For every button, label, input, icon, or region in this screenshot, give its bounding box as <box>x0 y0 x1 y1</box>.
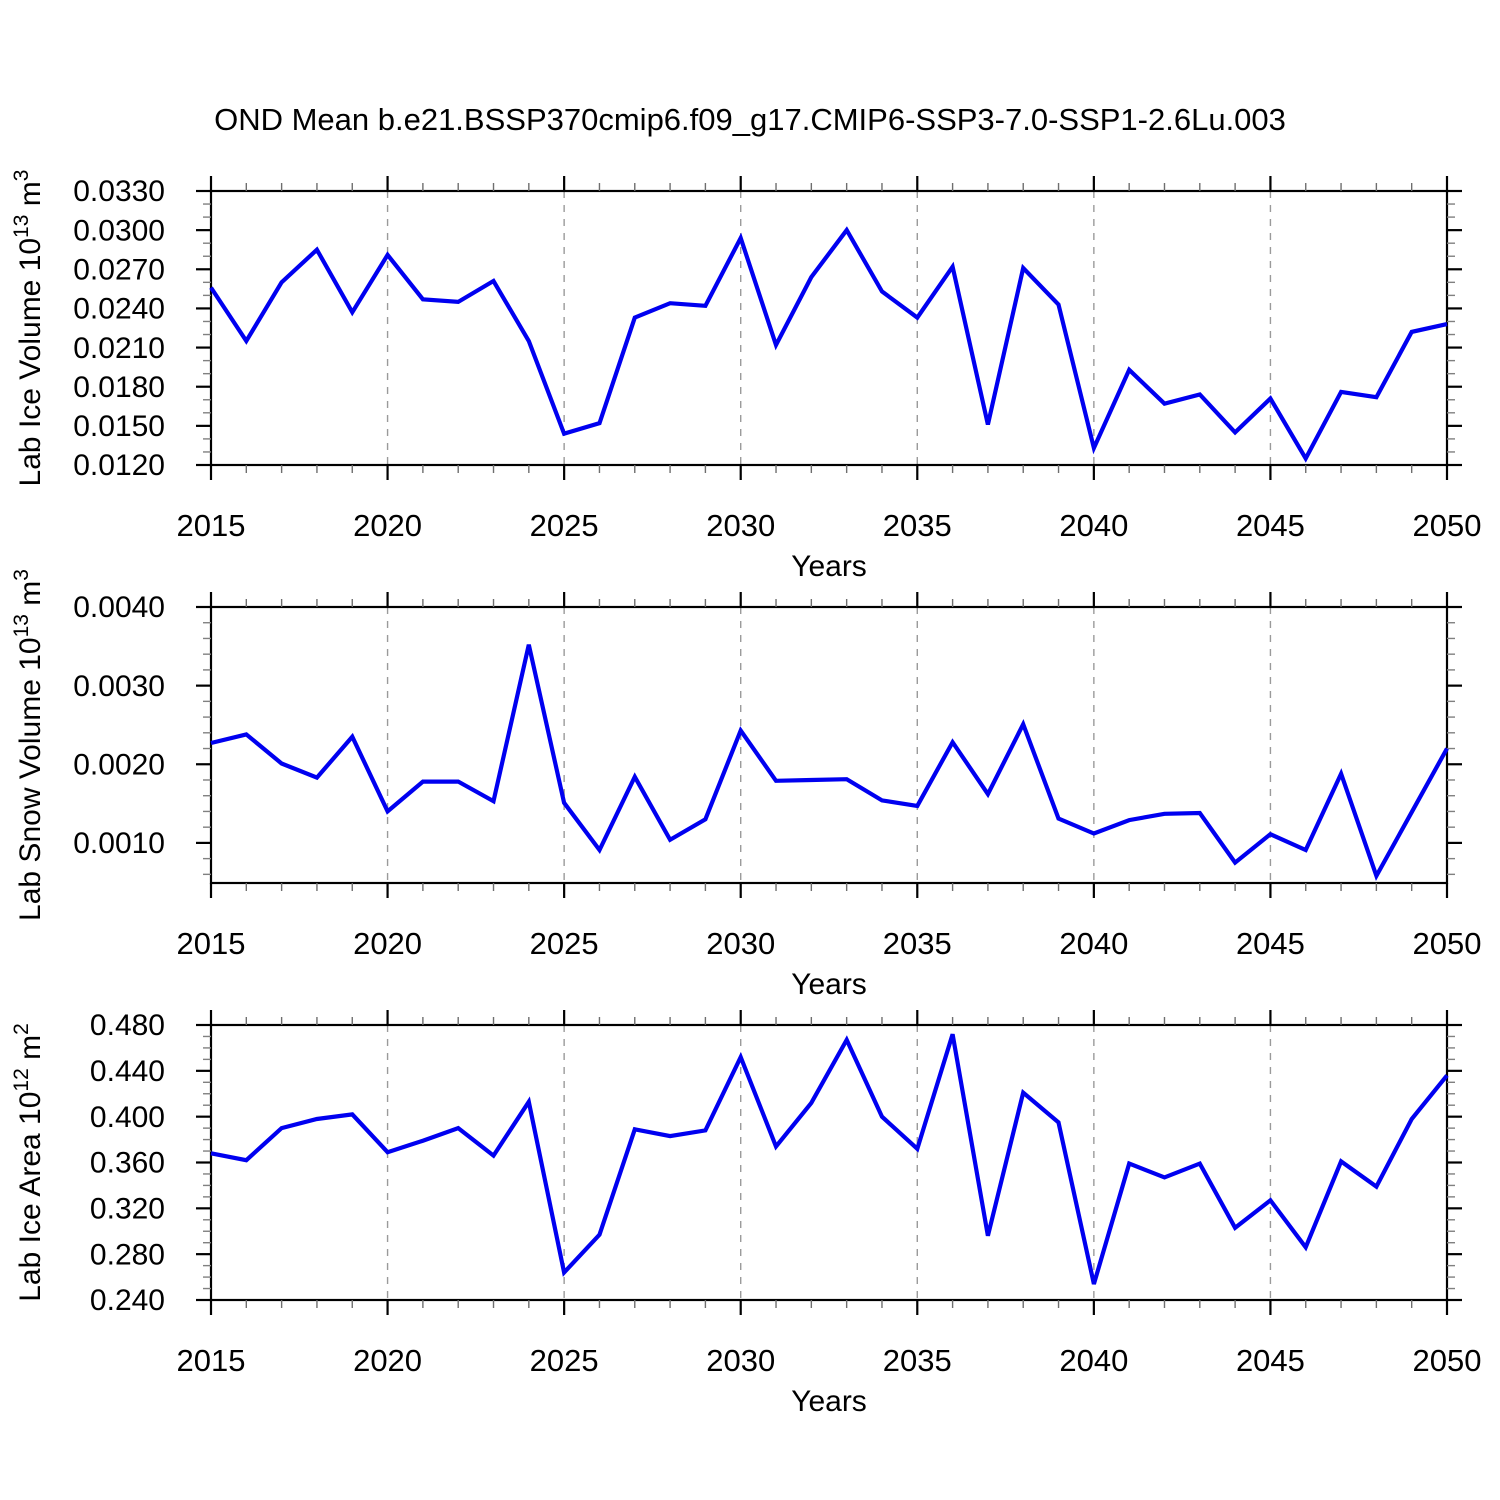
x-tick-label: 2045 <box>1236 926 1305 961</box>
plot-frame <box>209 189 1449 467</box>
x-tick-label: 2015 <box>177 1343 246 1378</box>
plot-frame <box>209 1023 1449 1302</box>
x-tick-label: 2050 <box>1413 1343 1482 1378</box>
y-tick-label: 0.320 <box>90 1193 165 1226</box>
x-axis-title: Years <box>791 968 867 1001</box>
x-tick-label: 2030 <box>706 508 775 543</box>
chart-lab-ice-volume: 0.0120 0.0150 0.0180 0.0210 0.0240 0.0270 0.03… <box>10 170 1481 583</box>
y-tick-label: 0.0270 <box>73 253 165 286</box>
x-tick-label: 2020 <box>353 508 422 543</box>
series-line <box>209 226 1448 463</box>
x-tick-label: 2025 <box>530 508 599 543</box>
x-tick-label: 2020 <box>353 926 422 961</box>
y-tick-label: 0.360 <box>90 1147 165 1180</box>
y-axis-title: Lab Ice Area 1012 m2 <box>10 1023 47 1302</box>
x-tick-label: 2040 <box>1059 926 1128 961</box>
series-line <box>210 1033 1449 1285</box>
y-axis-title: Lab Snow Volume 1013 m3 <box>10 569 47 921</box>
y-tick-label: 0.0040 <box>73 591 165 624</box>
x-tick-label: 2050 <box>1413 508 1482 543</box>
x-tick-label: 2035 <box>883 926 952 961</box>
x-tick-label: 2035 <box>883 508 952 543</box>
y-tick-label: 0.0030 <box>73 670 165 703</box>
y-tick-label: 0.0240 <box>73 293 165 326</box>
y-tick-label: 0.0120 <box>73 449 165 482</box>
x-axis-title: Years <box>791 1385 867 1418</box>
y-axis-title: Lab Ice Volume 1013 m3 <box>10 170 47 487</box>
y-tick-label: 0.0210 <box>73 332 165 365</box>
y-tick-label: 0.0150 <box>73 410 165 443</box>
x-tick-label: 2040 <box>1059 508 1128 543</box>
chart-lab-snow-volume: 0.0010 0.0020 0.0030 0.0040 2015 2020 2025 2030… <box>10 569 1481 1001</box>
x-tick-label: 2040 <box>1059 1343 1128 1378</box>
y-tick-label: 0.400 <box>90 1101 165 1134</box>
plot-frame <box>209 605 1449 885</box>
y-tick-label: 0.0180 <box>73 371 165 404</box>
x-tick-label: 2035 <box>883 1343 952 1378</box>
x-tick-label: 2025 <box>530 1343 599 1378</box>
x-tick-label: 2025 <box>530 926 599 961</box>
y-tick-label: 0.0010 <box>73 827 165 860</box>
x-axis-title: Years <box>791 550 867 583</box>
x-tick-label: 2015 <box>177 926 246 961</box>
chart-lab-ice-area: 0.240 0.280 0.320 0.360 0.400 0.440 0.480 2015 2… <box>10 1009 1481 1418</box>
y-tick-label: 0.480 <box>90 1009 165 1042</box>
y-tick-label: 0.0020 <box>73 748 165 781</box>
y-tick-label: 0.440 <box>90 1055 165 1088</box>
figure-title: OND Mean b.e21.BSSP370cmip6.f09_g17.CMIP… <box>214 102 1286 137</box>
y-tick-label: 0.0300 <box>73 214 165 247</box>
x-tick-label: 2045 <box>1236 508 1305 543</box>
y-tick-label: 0.240 <box>90 1284 165 1317</box>
y-tick-label: 0.280 <box>90 1238 165 1271</box>
x-tick-label: 2045 <box>1236 1343 1305 1378</box>
x-tick-label: 2050 <box>1413 926 1482 961</box>
x-tick-label: 2030 <box>706 926 775 961</box>
x-tick-label: 2015 <box>177 508 246 543</box>
series-line <box>210 644 1449 882</box>
y-tick-label: 0.0330 <box>73 175 165 208</box>
x-tick-label: 2020 <box>353 1343 422 1378</box>
x-tick-label: 2030 <box>706 1343 775 1378</box>
